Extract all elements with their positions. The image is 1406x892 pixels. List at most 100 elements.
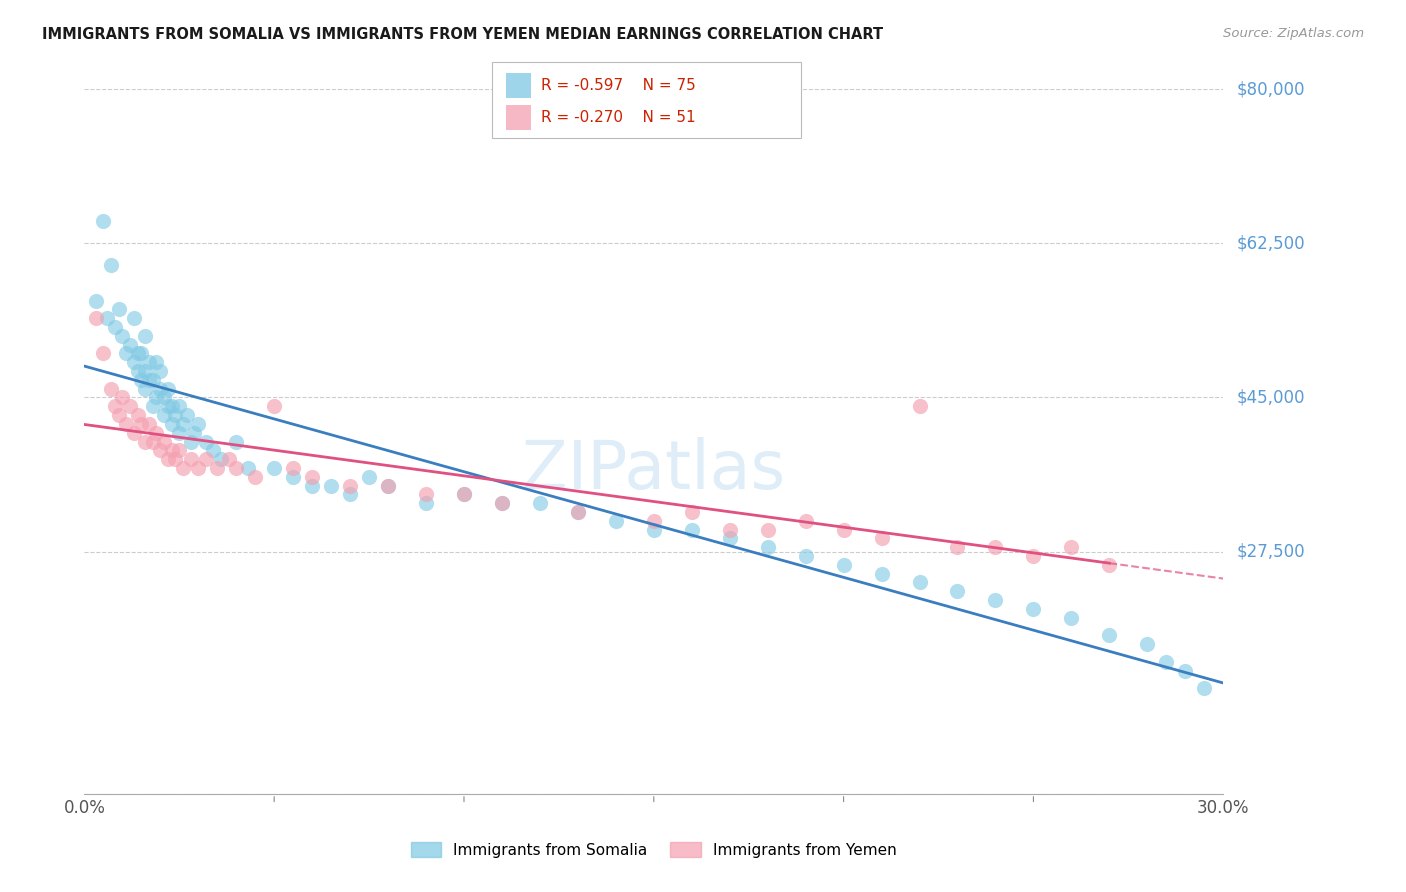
Text: Source: ZipAtlas.com: Source: ZipAtlas.com <box>1223 27 1364 40</box>
Point <box>149 382 172 396</box>
Point <box>180 452 202 467</box>
Point <box>111 328 134 343</box>
Point <box>160 443 183 458</box>
Point <box>122 311 145 326</box>
Point <box>93 346 115 360</box>
Point <box>1156 655 1178 669</box>
Point <box>122 425 145 440</box>
Point <box>756 523 779 537</box>
Point <box>187 417 209 431</box>
Point <box>832 558 855 572</box>
Point <box>218 452 240 467</box>
Text: R = -0.597    N = 75: R = -0.597 N = 75 <box>541 78 696 93</box>
Point <box>339 487 361 501</box>
Point <box>1022 549 1045 563</box>
Point <box>946 541 969 555</box>
Point <box>104 400 127 414</box>
Point <box>115 417 138 431</box>
Point <box>107 302 129 317</box>
Point <box>138 373 160 387</box>
Point <box>194 452 217 467</box>
Point <box>1136 637 1159 651</box>
Point <box>202 443 225 458</box>
Point <box>142 373 165 387</box>
Point <box>643 514 665 528</box>
Point <box>149 364 172 378</box>
Point <box>236 461 259 475</box>
Point <box>84 293 107 308</box>
Text: $80,000: $80,000 <box>1237 80 1306 98</box>
Point <box>1060 610 1083 624</box>
Point <box>118 337 141 351</box>
Point <box>794 514 817 528</box>
Point <box>131 346 153 360</box>
Point <box>225 434 247 449</box>
Point <box>134 364 156 378</box>
Point <box>131 373 153 387</box>
Point <box>153 434 176 449</box>
Point <box>301 478 323 492</box>
Point <box>283 469 305 483</box>
Point <box>169 425 191 440</box>
Point <box>145 355 167 369</box>
Legend: Immigrants from Somalia, Immigrants from Yemen: Immigrants from Somalia, Immigrants from… <box>405 836 903 863</box>
Point <box>172 417 194 431</box>
Text: R = -0.270    N = 51: R = -0.270 N = 51 <box>541 110 696 125</box>
Point <box>153 391 176 405</box>
Point <box>283 461 305 475</box>
Point <box>321 478 343 492</box>
Point <box>100 259 122 273</box>
Point <box>359 469 381 483</box>
Point <box>263 461 285 475</box>
Point <box>415 487 437 501</box>
Point <box>127 408 149 422</box>
Point <box>870 532 893 546</box>
Point <box>1098 628 1121 642</box>
Point <box>187 461 209 475</box>
Point <box>194 434 217 449</box>
Point <box>84 311 107 326</box>
Point <box>156 452 179 467</box>
Point <box>142 434 165 449</box>
Text: IMMIGRANTS FROM SOMALIA VS IMMIGRANTS FROM YEMEN MEDIAN EARNINGS CORRELATION CHA: IMMIGRANTS FROM SOMALIA VS IMMIGRANTS FR… <box>42 27 883 42</box>
Point <box>301 469 323 483</box>
Point <box>681 505 703 519</box>
Point <box>127 346 149 360</box>
Point <box>567 505 589 519</box>
Text: ZIPatlas: ZIPatlas <box>522 437 786 503</box>
Point <box>453 487 475 501</box>
Point <box>908 575 931 590</box>
Point <box>718 523 741 537</box>
Point <box>100 382 122 396</box>
Point <box>138 417 160 431</box>
Point <box>107 408 129 422</box>
Point <box>165 408 187 422</box>
Point <box>207 461 229 475</box>
Point <box>870 566 893 581</box>
Point <box>169 443 191 458</box>
Point <box>984 541 1007 555</box>
Point <box>96 311 118 326</box>
Point <box>681 523 703 537</box>
Point <box>1174 664 1197 678</box>
Point <box>756 541 779 555</box>
Point <box>491 496 513 510</box>
Text: $27,500: $27,500 <box>1237 542 1306 561</box>
Point <box>946 584 969 599</box>
Point <box>172 461 194 475</box>
Point <box>225 461 247 475</box>
Point <box>794 549 817 563</box>
Point <box>908 400 931 414</box>
Point <box>529 496 551 510</box>
Point <box>122 355 145 369</box>
Point <box>165 452 187 467</box>
Point <box>718 532 741 546</box>
Point <box>160 400 183 414</box>
Point <box>263 400 285 414</box>
Point <box>453 487 475 501</box>
Point <box>138 355 160 369</box>
Point <box>145 391 167 405</box>
Point <box>209 452 232 467</box>
Point <box>1098 558 1121 572</box>
Point <box>134 382 156 396</box>
